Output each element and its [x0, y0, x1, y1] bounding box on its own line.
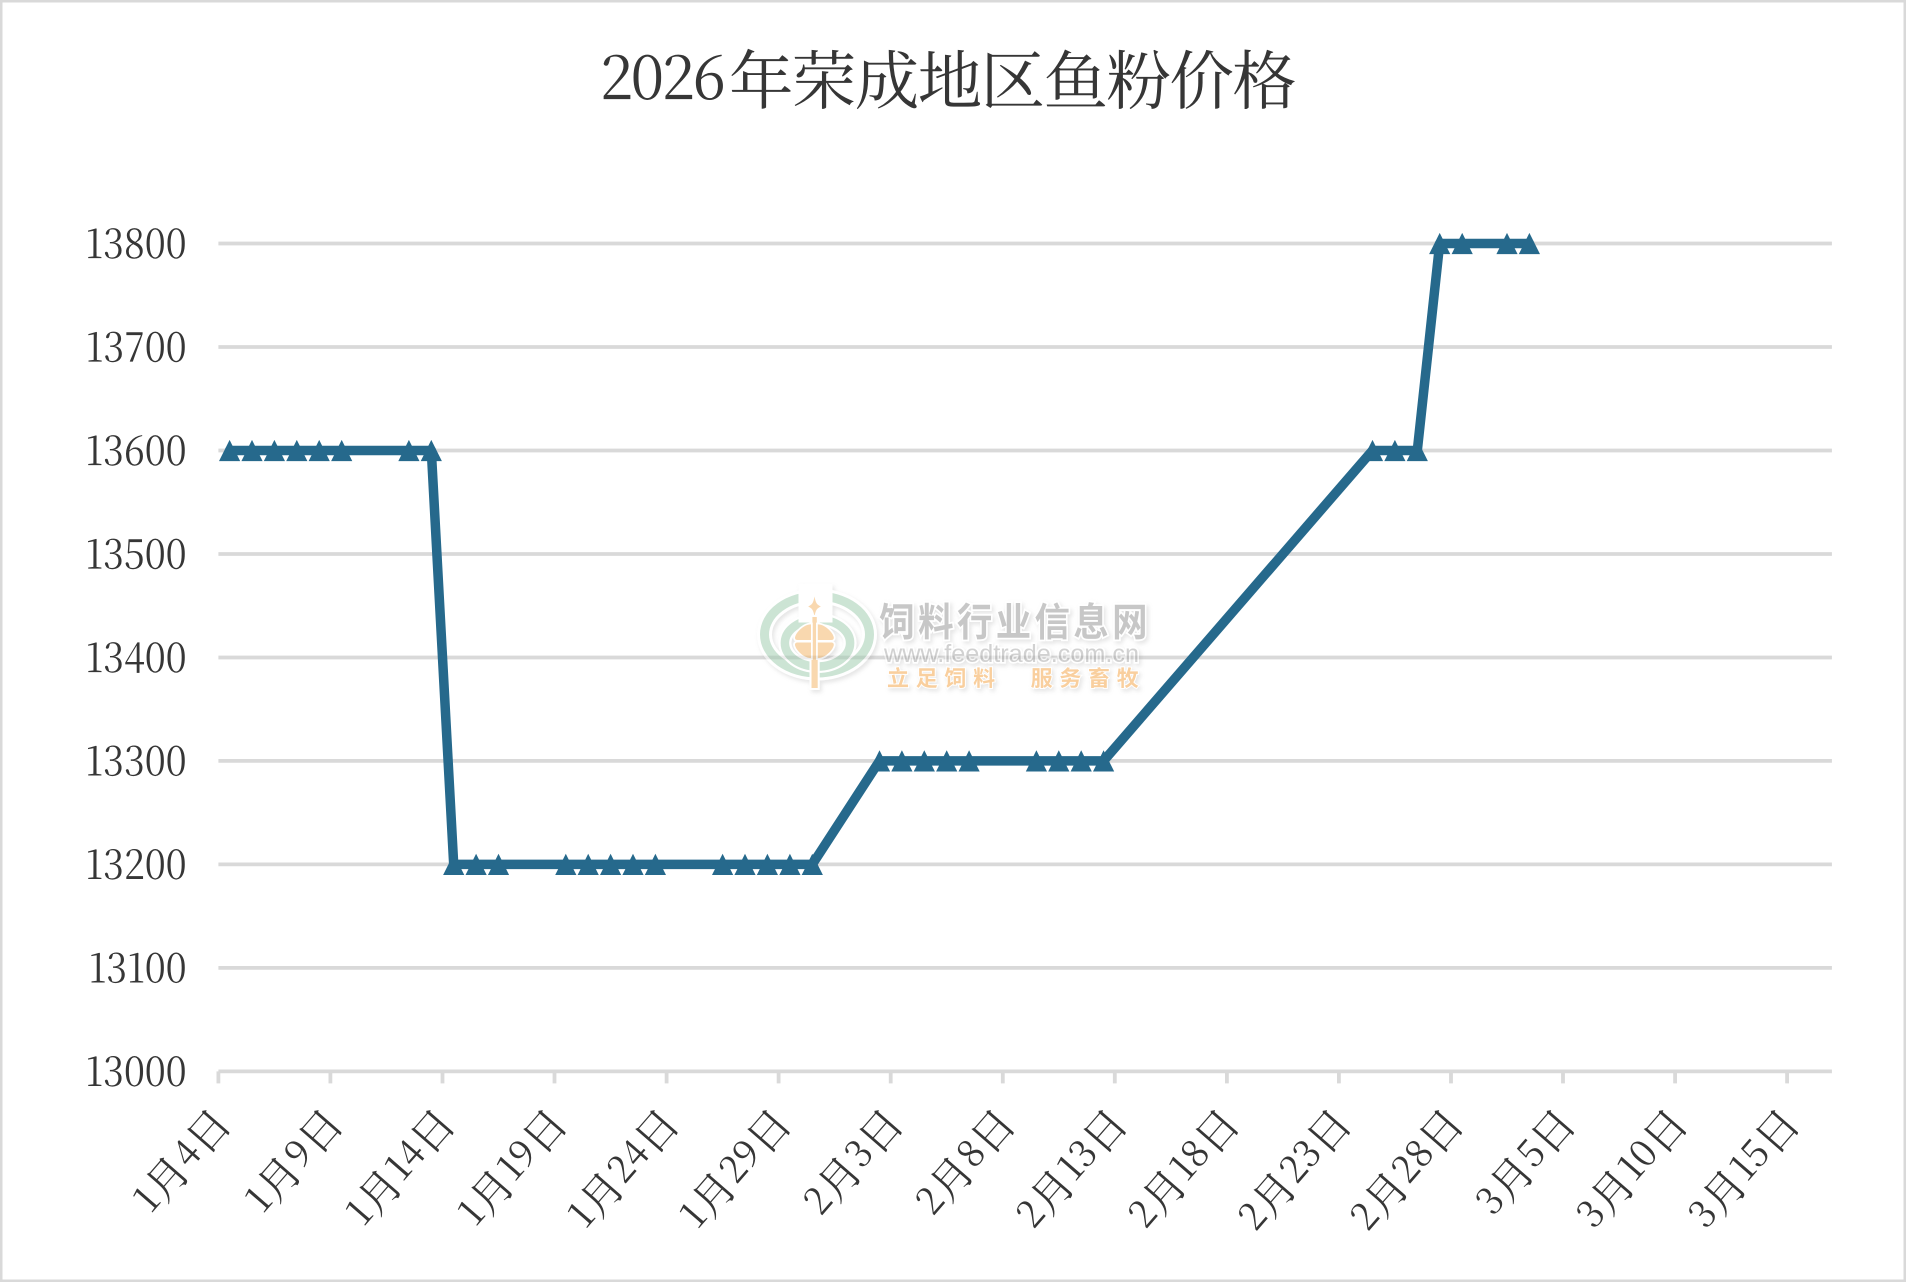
svg-text:www.feedtrade.com.cn: www.feedtrade.com.cn: [883, 640, 1139, 668]
